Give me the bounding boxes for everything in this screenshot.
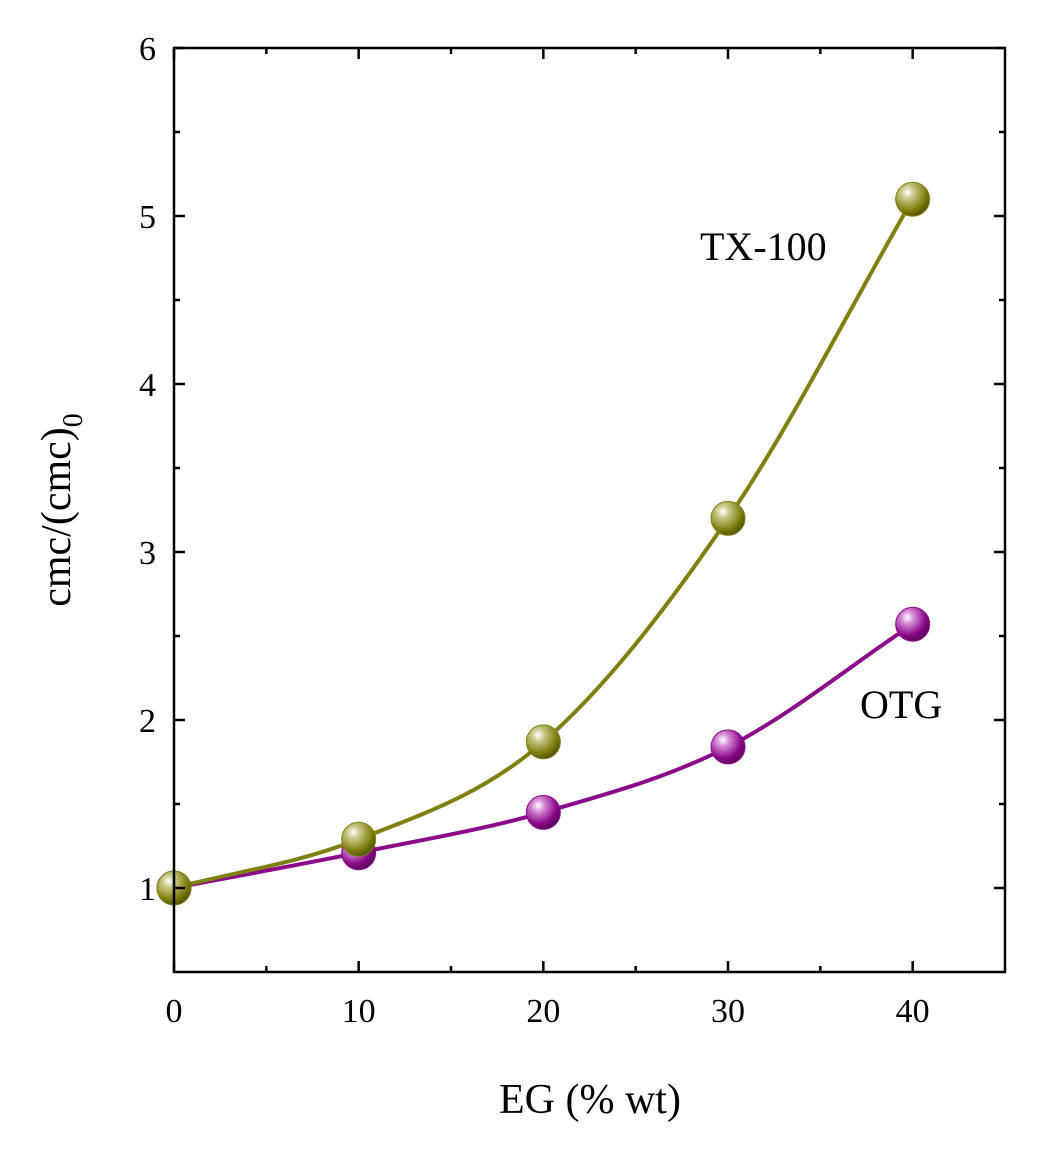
- y-tick-label: 4: [139, 367, 156, 404]
- data-point-series-1: [525, 794, 561, 830]
- data-point-series-0: [895, 181, 931, 217]
- y-tick-label: 1: [139, 871, 156, 908]
- y-axis-title: cmc/(cmc)0: [34, 413, 89, 607]
- x-tick-label: 30: [711, 993, 745, 1030]
- x-axis-title: EG (% wt): [499, 1077, 681, 1123]
- series-label-tx100: TX-100: [700, 224, 827, 269]
- y-tick-label: 5: [139, 199, 156, 236]
- markers-layer: [156, 181, 931, 906]
- y-tick-label: 2: [139, 703, 156, 740]
- x-tick-label: 20: [526, 993, 560, 1030]
- plot-frame: [172, 46, 1007, 974]
- series-line-0: [173, 198, 915, 890]
- data-point-series-0: [710, 500, 746, 536]
- curves-layer: [173, 198, 915, 890]
- y-axis-title-main: cmc/(cmc): [34, 427, 80, 607]
- x-tick-label: 10: [342, 993, 376, 1030]
- x-tick-label: 40: [896, 993, 930, 1030]
- y-tick-label: 6: [139, 31, 156, 68]
- ticks-layer: 0 10 20 30 40 1 2 3 4 5 6: [139, 31, 1005, 1030]
- y-axis-title-subscript: 0: [58, 413, 89, 427]
- x-tick-label: 0: [166, 993, 183, 1030]
- y-tick-label: 3: [139, 535, 156, 572]
- data-point-series-0: [525, 724, 561, 760]
- data-point-series-0: [341, 821, 377, 857]
- series-label-otg: OTG: [860, 682, 942, 727]
- data-point-series-1: [895, 606, 931, 642]
- data-point-series-1: [710, 729, 746, 765]
